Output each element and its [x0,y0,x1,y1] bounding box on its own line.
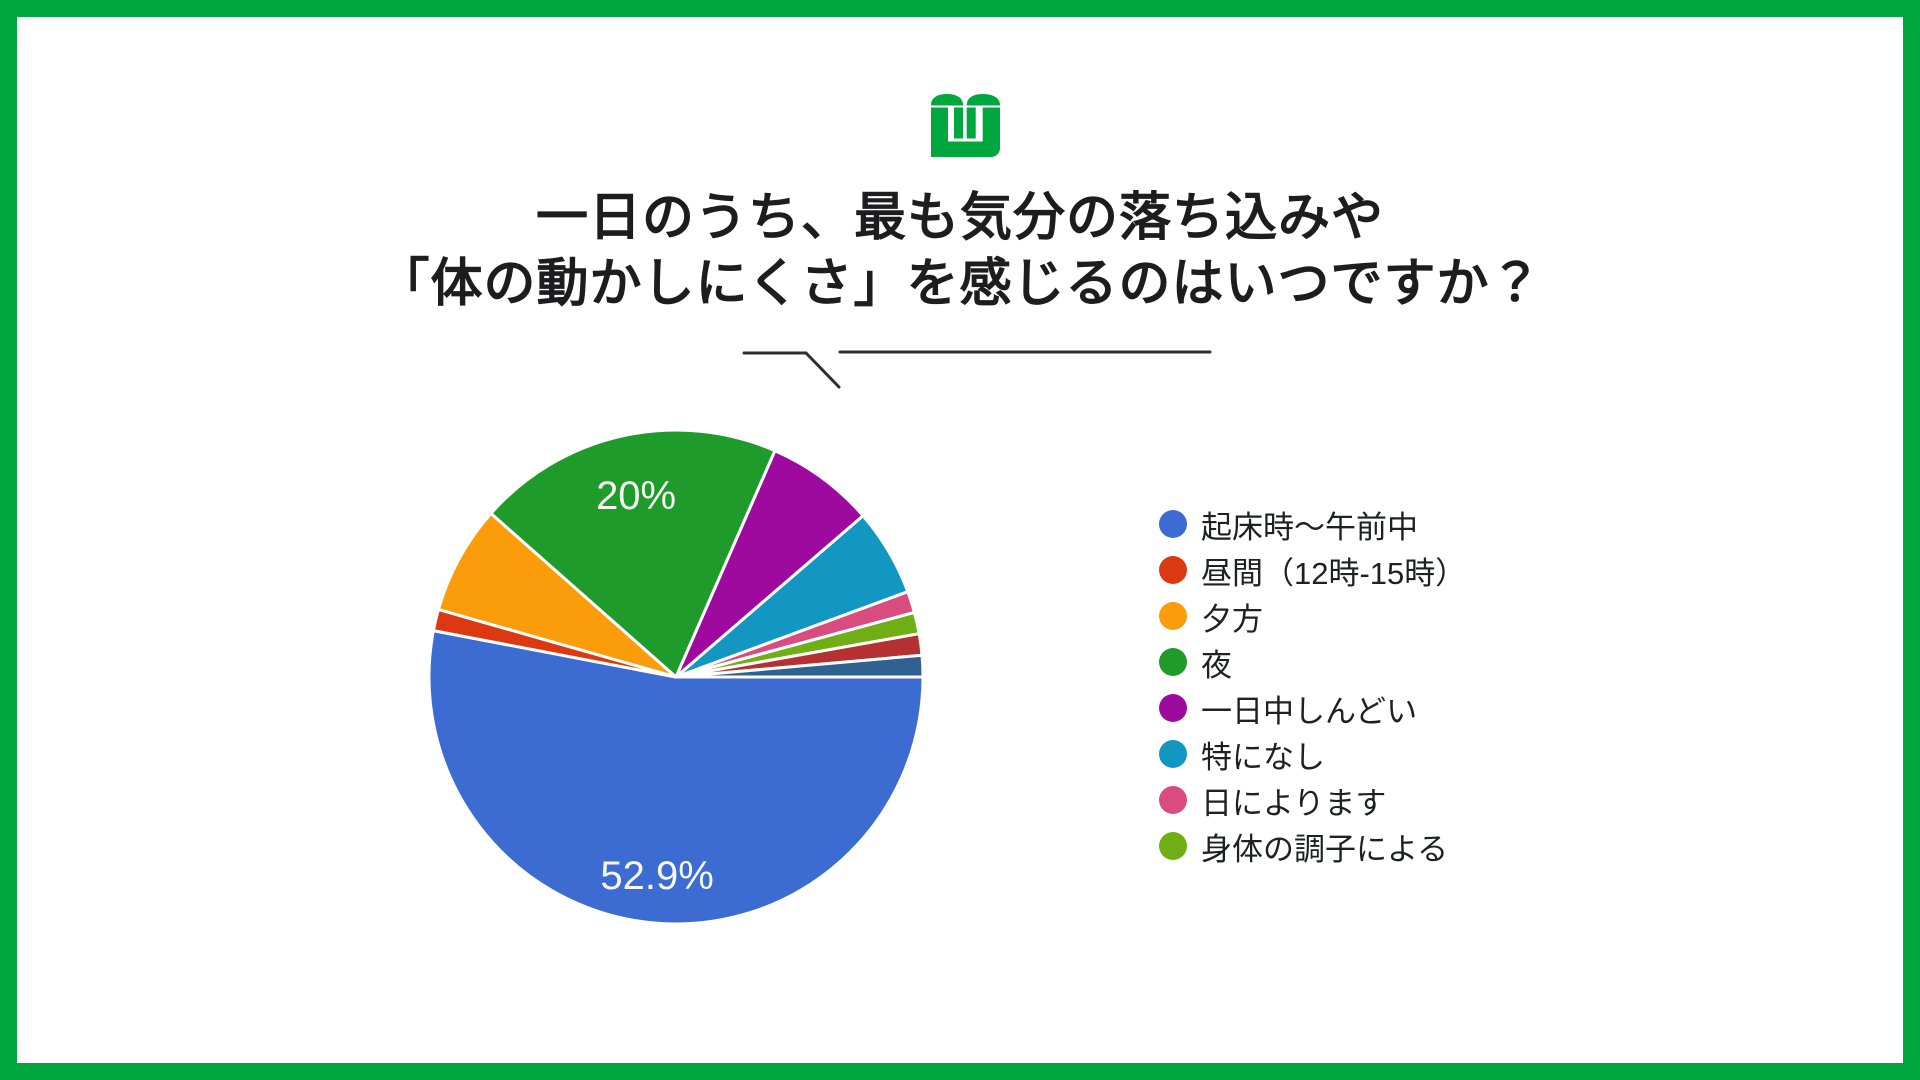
brand-logo [931,94,1000,157]
title-line-1: 一日のうち、最も気分の落ち込みや [535,189,1384,247]
legend-item-label: 特になし [1201,739,1325,775]
legend-item-label: 身体の調子による [1201,831,1449,867]
legend-item: 身体の調子による [1159,823,1466,869]
chart-legend: 起床時〜午前中昼間（12時-15時） 夕方夜一日中しんどい 特になし日によります身体… [1159,501,1466,869]
pie-slice [489,428,777,679]
legend-item-label: 昼間（12時-15時） [1201,555,1467,591]
legend-color-dot [1159,832,1187,860]
legend-item: 日によります [1159,777,1466,823]
legend-item: 一日中しんどい [1159,685,1466,731]
legend-color-dot [1159,510,1187,538]
legend-color-dot [1159,648,1187,676]
content-card: 一日のうち、最も気分の落ち込みや 「体の動かしにくさ」を感じるのはいつですか？ … [17,17,1903,1063]
legend-item-label: 夕方 [1201,601,1263,637]
pie-slice-percentage-label: 20% [596,474,676,518]
pie-slice [436,511,678,679]
legend-item: 昼間（12時-15時） [1159,547,1466,593]
legend-item-label: 夜 [1201,647,1232,683]
legend-item-label: 日によります [1201,785,1387,821]
legend-color-dot [1159,602,1187,630]
legend-color-dot [1159,740,1187,768]
title-divider-line [742,350,1212,389]
pie-slice-percentage-label: 52.9% [600,854,713,898]
chart-title: 一日のうち、最も気分の落ち込みや 「体の動かしにくさ」を感じるのはいつですか？ [17,185,1903,317]
legend-color-dot [1159,786,1187,814]
legend-item: 夕方 [1159,593,1466,639]
legend-color-dot [1159,694,1187,722]
legend-item-label: 一日中しんどい [1201,693,1418,729]
legend-item: 起床時〜午前中 [1159,501,1466,547]
pie-slice [427,629,925,926]
pie-slice [674,653,925,679]
legend-item-label: 起床時〜午前中 [1201,509,1418,545]
pie-chart: 52.9% 20% [427,428,925,926]
pie-slice [674,449,865,679]
legend-color-dot [1159,556,1187,584]
title-line-2: 「体の動かしにくさ」を感じるのはいつですか？ [377,255,1543,313]
legend-item: 夜 [1159,639,1466,685]
legend-item: 特になし [1159,731,1466,777]
